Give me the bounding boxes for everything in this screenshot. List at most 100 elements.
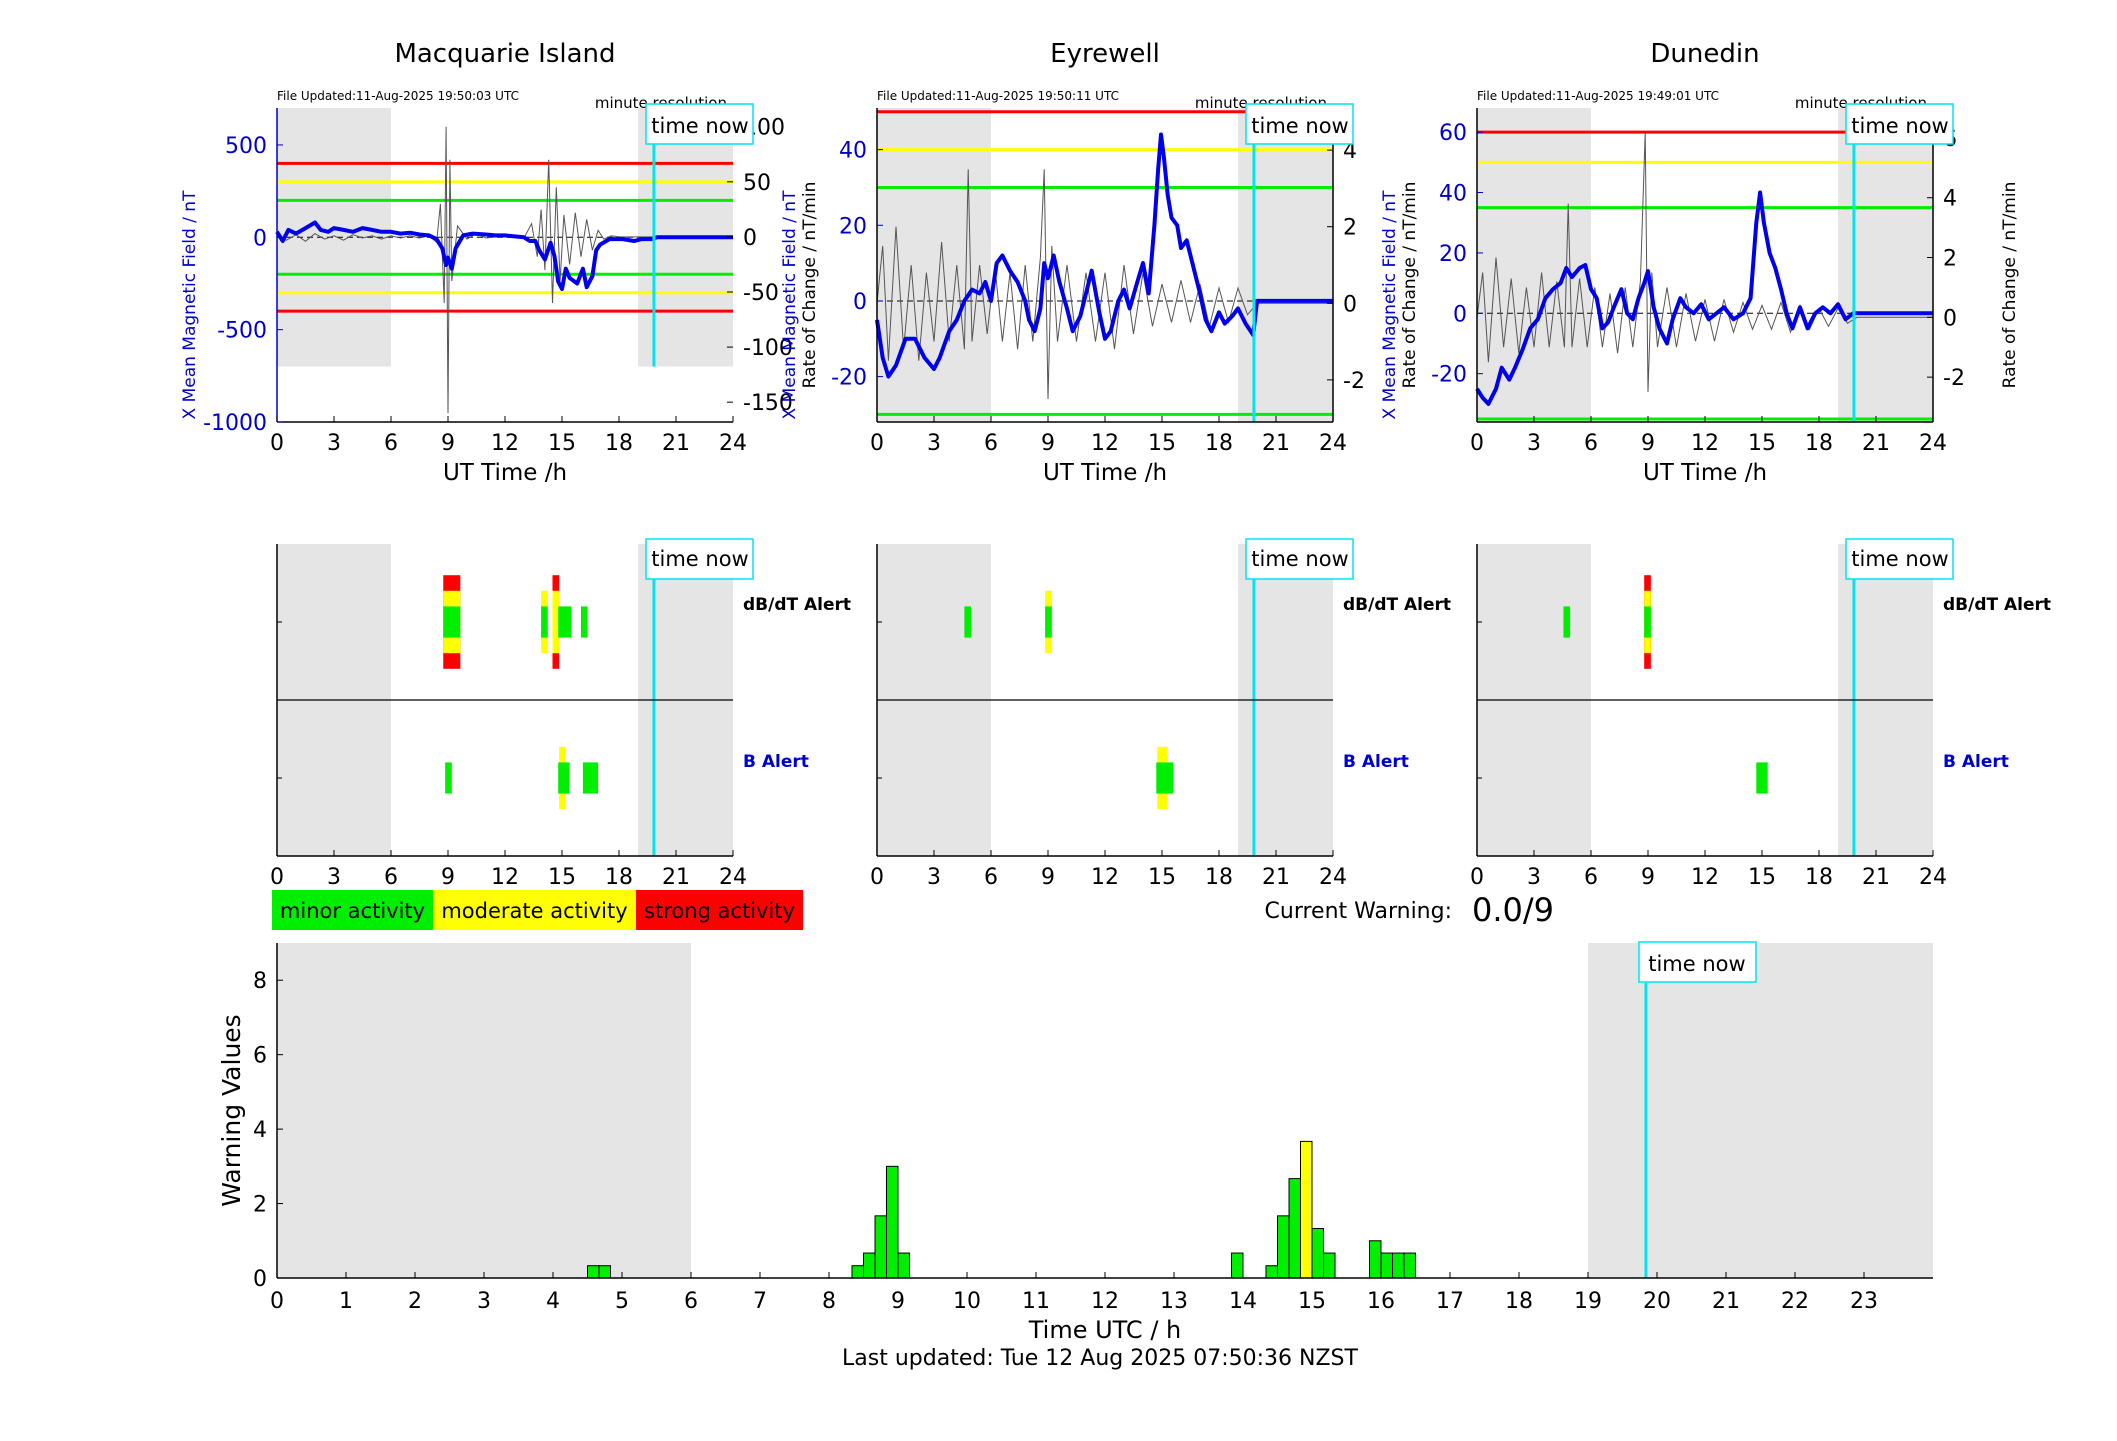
x-tick-label: 0 [270, 431, 284, 456]
x-tick-label: 0 [270, 1289, 284, 1314]
y2-tick-label: 2 [1343, 216, 1357, 241]
x-tick-label: 3 [1527, 431, 1541, 456]
x-tick-label: 6 [384, 431, 398, 456]
x-tick-label: 19 [1574, 1289, 1602, 1314]
x-tick-label: 9 [1641, 431, 1655, 456]
time-now-label: time now [1851, 547, 1948, 571]
y-tick-label: 500 [225, 134, 267, 159]
y2-tick-label: 50 [743, 171, 771, 196]
x-axis-label: Time UTC / h [1028, 1316, 1182, 1344]
last-updated-footer: Last updated: Tue 12 Aug 2025 07:50:36 N… [842, 1346, 1358, 1371]
x-tick-label: 24 [1919, 865, 1947, 890]
y-tick-label: 60 [1439, 121, 1467, 146]
dbdt-alert-mark [581, 606, 588, 638]
x-tick-label: 12 [1091, 431, 1119, 456]
x-tick-label: 9 [1641, 865, 1655, 890]
x-tick-label: 9 [441, 431, 455, 456]
time-now-label: time now [1648, 952, 1745, 976]
y-tick-label: 0 [253, 226, 267, 251]
x-tick-label: 21 [1712, 1289, 1740, 1314]
night-shade [277, 108, 391, 367]
x-tick-label: 20 [1643, 1289, 1671, 1314]
b-alert-label: B Alert [1343, 752, 1409, 772]
station-title: Macquarie Island [394, 39, 615, 69]
time-now-box [1245, 538, 1354, 580]
time-now-box [1845, 538, 1954, 580]
dbdt-alert-mark [1045, 606, 1052, 638]
y2-tick-label: 4 [1943, 187, 1957, 212]
y-tick-label: -500 [217, 319, 267, 344]
y-tick-label: 40 [1439, 182, 1467, 207]
x-tick-label: 24 [719, 865, 747, 890]
x-tick-label: 0 [870, 865, 884, 890]
x-tick-label: 6 [984, 431, 998, 456]
file-updated-text: File Updated:11-Aug-2025 19:50:11 UTC [877, 89, 1119, 103]
x-tick-label: 12 [1691, 865, 1719, 890]
warning-bar [598, 1265, 612, 1279]
b-alert-label: B Alert [1943, 752, 2009, 772]
x-tick-label: 23 [1850, 1289, 1878, 1314]
x-tick-label: 3 [477, 1289, 491, 1314]
dbdt-alert-mark [552, 590, 560, 654]
x-tick-label: 12 [1091, 865, 1119, 890]
warning-bar [863, 1252, 876, 1279]
rate-of-change-trace [876, 169, 1333, 400]
x-axis-label: UT Time /h [1043, 460, 1167, 486]
x-tick-label: 12 [1091, 1289, 1119, 1314]
warning-bar [1403, 1252, 1416, 1279]
night-shade [277, 943, 691, 1278]
x-tick-label: 16 [1367, 1289, 1395, 1314]
y-tick-label: -20 [1431, 363, 1467, 388]
x-tick-label: 18 [1805, 865, 1833, 890]
time-now-label: time now [1251, 114, 1348, 138]
y2-tick-label: 0 [743, 226, 757, 251]
x-tick-label: 22 [1781, 1289, 1809, 1314]
y-axis-label: X Mean Magnetic Field / nT [780, 190, 800, 420]
warning-bar [1230, 1252, 1244, 1279]
warning-bar [1288, 1178, 1302, 1279]
warning-bar [1392, 1252, 1405, 1279]
x-tick-label: 8 [822, 1289, 836, 1314]
x-tick-label: 0 [270, 865, 284, 890]
b-alert-mark [445, 762, 452, 794]
current-warning-label: Current Warning: [1265, 899, 1452, 924]
x-tick-label: 3 [927, 865, 941, 890]
y2-tick-label: -2 [1343, 369, 1365, 394]
legend-label-strong: strong activity [644, 899, 795, 923]
x-axis-label: UT Time /h [1643, 460, 1767, 486]
x-tick-label: 12 [491, 865, 519, 890]
dbdt-alert-mark [1644, 606, 1651, 638]
night-shade [1588, 943, 1933, 1278]
x-tick-label: 21 [662, 865, 690, 890]
x-tick-label: 15 [1748, 865, 1776, 890]
time-now-box [645, 538, 754, 580]
x-tick-label: 12 [1691, 431, 1719, 456]
x-tick-label: 9 [441, 865, 455, 890]
x-tick-label: 1 [339, 1289, 353, 1314]
magnetic-field-trace [1475, 190, 1933, 406]
x-tick-label: 9 [1041, 431, 1055, 456]
warning-bar [885, 1165, 899, 1279]
x-tick-label: 24 [719, 431, 747, 456]
time-now-label: time now [1251, 547, 1348, 571]
time-now-box [1845, 103, 1954, 145]
b-alert-mark [1156, 762, 1174, 794]
rate-of-change-trace [276, 126, 733, 414]
time-now-box [1245, 103, 1354, 145]
x-tick-label: 24 [1919, 431, 1947, 456]
y-tick-label: -1000 [203, 411, 267, 436]
warning-bar [1323, 1252, 1336, 1279]
dbdt-alert-mark [541, 606, 548, 638]
x-tick-label: 21 [1262, 865, 1290, 890]
x-tick-label: 3 [327, 865, 341, 890]
y-tick-label: 20 [1439, 242, 1467, 267]
x-tick-label: 15 [1148, 865, 1176, 890]
x-tick-label: 18 [1805, 431, 1833, 456]
dbdt-alert-label: dB/dT Alert [743, 595, 851, 615]
